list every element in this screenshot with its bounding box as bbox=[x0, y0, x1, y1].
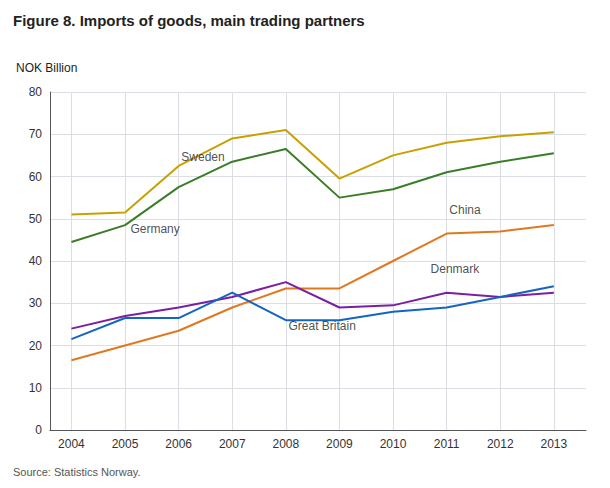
svg-text:2008: 2008 bbox=[272, 437, 299, 451]
svg-text:Sweden: Sweden bbox=[181, 150, 224, 164]
svg-text:10: 10 bbox=[29, 381, 43, 395]
svg-text:Germany: Germany bbox=[130, 222, 179, 236]
svg-text:80: 80 bbox=[29, 85, 43, 99]
svg-text:China: China bbox=[449, 203, 481, 217]
svg-text:Denmark: Denmark bbox=[431, 262, 481, 276]
svg-text:2007: 2007 bbox=[219, 437, 246, 451]
svg-text:2005: 2005 bbox=[112, 437, 139, 451]
svg-text:2006: 2006 bbox=[165, 437, 192, 451]
svg-text:2009: 2009 bbox=[326, 437, 353, 451]
svg-text:2004: 2004 bbox=[58, 437, 85, 451]
svg-text:2010: 2010 bbox=[380, 437, 407, 451]
svg-text:Source: Statistics Norway.: Source: Statistics Norway. bbox=[13, 466, 141, 478]
svg-text:2012: 2012 bbox=[487, 437, 514, 451]
svg-text:50: 50 bbox=[29, 212, 43, 226]
svg-text:30: 30 bbox=[29, 296, 43, 310]
svg-text:2013: 2013 bbox=[540, 437, 567, 451]
svg-text:20: 20 bbox=[29, 339, 43, 353]
svg-text:NOK Billion: NOK Billion bbox=[16, 61, 77, 75]
svg-text:40: 40 bbox=[29, 254, 43, 268]
svg-text:60: 60 bbox=[29, 170, 43, 184]
svg-text:Great Britain: Great Britain bbox=[289, 319, 356, 333]
svg-text:0: 0 bbox=[35, 423, 42, 437]
svg-text:Figure 8. Imports of goods, ma: Figure 8. Imports of goods, main trading… bbox=[13, 12, 365, 29]
svg-text:2011: 2011 bbox=[434, 437, 460, 451]
svg-text:70: 70 bbox=[29, 127, 43, 141]
